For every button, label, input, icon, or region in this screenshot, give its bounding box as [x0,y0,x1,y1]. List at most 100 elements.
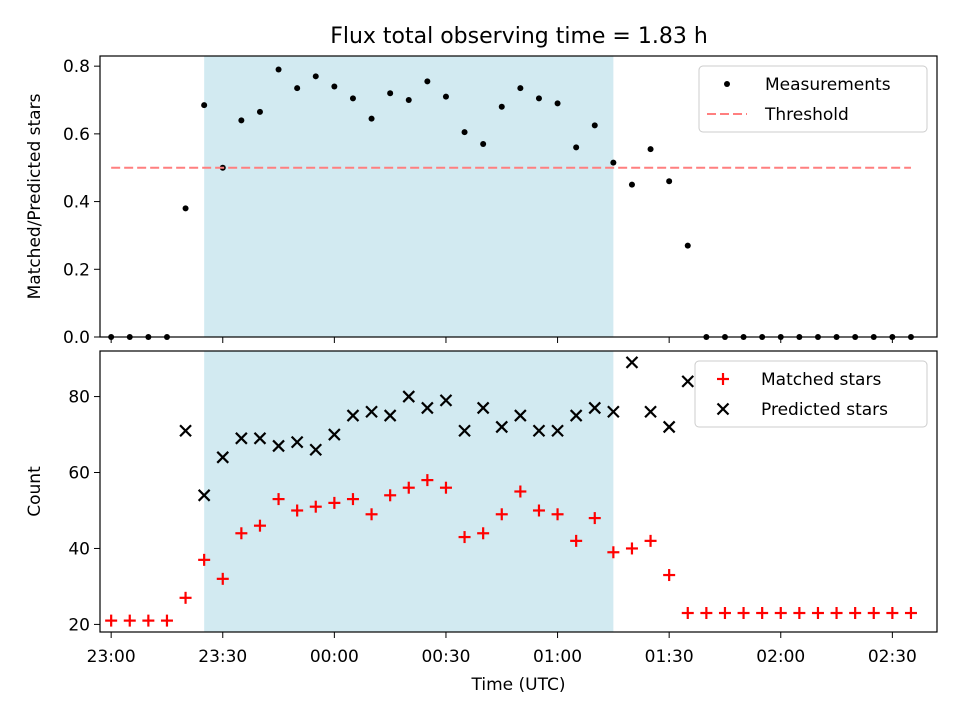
y-tick-label: 20 [68,615,90,635]
marker-stroke [309,443,323,457]
x-axis-label: Time (UTC) [471,675,566,695]
matched-stars-point [365,508,378,521]
marker-stroke [365,405,378,419]
predicted-stars-point [383,409,397,422]
matched-stars-point [160,614,173,627]
matched-stars-point [904,607,917,620]
matched-stars-point [532,504,545,517]
y-tick-label: 0.0 [63,328,90,348]
matched-stars-point [830,607,843,620]
axes-frame [99,55,938,338]
marker-stroke [253,432,267,445]
marker-stroke [588,401,602,415]
legend-label: Threshold [764,105,849,125]
legend-label: Predicted stars [761,400,888,420]
measurement-point [349,95,356,102]
matched-stars-point [625,542,638,555]
y-tick-label: 0.2 [63,260,90,280]
predicted-stars-point [365,405,378,419]
marker-stroke [625,356,639,369]
matched-stars-point [272,493,285,506]
marker-stroke [551,424,564,438]
matched-stars-point [867,607,880,620]
marker-stroke [383,409,397,422]
matched-stars-point [477,527,490,540]
x-tick-label: 01:30 [645,647,694,667]
marker-stroke [216,451,230,464]
predicted-stars-point [476,401,490,415]
marker-stroke [476,401,490,415]
matched-stars-point [421,474,434,487]
matched-stars-point [774,607,787,620]
x-tick-label: 01:00 [533,647,582,667]
marker-stroke [607,405,620,419]
y-tick-label: 0.6 [63,125,90,145]
predicted-stars-point [551,424,564,438]
marker-stroke [458,424,471,438]
predicted-stars-point [662,420,676,434]
marker-stroke [421,401,434,415]
marker-stroke [346,409,360,422]
measurement-point [256,108,263,115]
matched-stars-point [328,496,341,509]
matched-stars-point [439,481,452,494]
matched-stars-point [514,485,527,498]
predicted-stars-point [532,424,546,438]
marker-stroke [681,375,695,388]
x-tick-label: 23:00 [87,647,136,667]
matched-stars-point [607,546,620,559]
marker-stroke [514,409,527,422]
predicted-stars-point [421,401,434,415]
y-axis-label: Count [25,466,45,517]
measurement-point [666,178,673,185]
measurement-point [610,159,617,166]
measurement-point [331,83,338,90]
x-tick-label: 23:30 [198,647,247,667]
x-tick-label: 00:30 [421,647,470,667]
marker-stroke [402,390,416,403]
matched-stars-point [495,508,508,521]
measurement-point [182,205,189,212]
predicted-stars-point [402,390,416,403]
y-tick-label: 0.4 [63,193,90,213]
matched-stars-point [793,607,806,620]
x-tick-label: 02:00 [756,647,805,667]
matched-stars-point [123,614,136,627]
predicted-stars-point [290,435,304,449]
matched-stars-point [849,607,862,620]
predicted-stars-point [272,439,285,453]
matched-stars-point [681,607,694,620]
measurement-point [275,66,282,73]
predicted-stars-point [253,432,267,445]
predicted-stars-point [346,409,360,422]
measurement-point [294,85,301,92]
marker-stroke [495,420,509,434]
measurement-point [517,85,524,92]
predicted-stars-point [439,394,453,407]
axes-frame [99,350,938,633]
marker-stroke [662,420,676,434]
predicted-stars-point [625,356,639,369]
predicted-stars-point [514,409,527,422]
matched-stars-point [570,534,583,547]
predicted-stars-point [681,375,695,388]
predicted-stars-point [607,405,620,419]
top-panel-ratio: 0.0 0.2 0.4 0.6 0.8 Matched/Predicted stars Me… [25,55,938,348]
matched-stars-point [235,527,248,540]
marker-stroke [272,439,285,453]
measurement-point [647,146,654,153]
legend-marker-measurements [724,81,730,87]
matched-stars-point [309,500,322,513]
matched-stars-point [588,512,601,525]
measurement-point [405,97,412,104]
matched-stars-point [756,607,769,620]
predicted-stars-point [197,489,211,502]
legend-marker-predicted [716,402,730,416]
matched-stars-point [402,481,415,494]
matched-stars-point [105,614,118,627]
predicted-stars-point [569,409,583,422]
measurement-point [684,242,691,249]
measurement-point [573,144,580,151]
legend-box [694,360,928,428]
